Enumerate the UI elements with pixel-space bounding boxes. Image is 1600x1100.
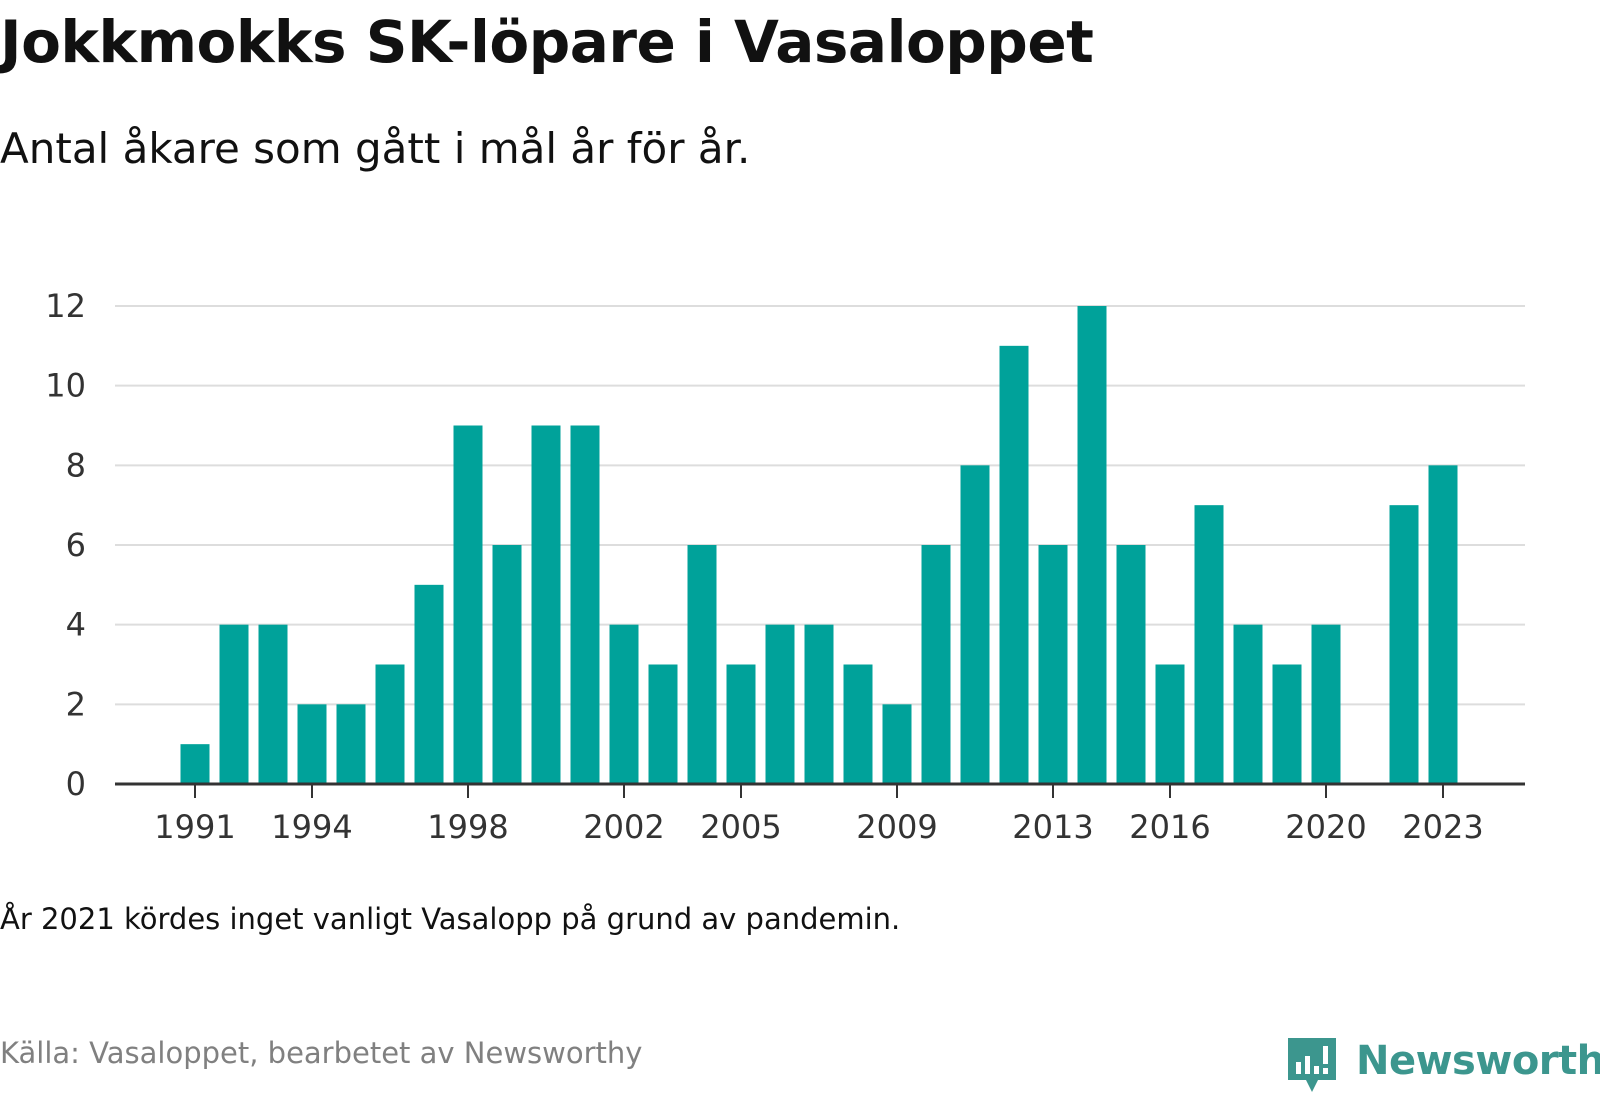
bar-2020[interactable] — [1311, 624, 1341, 784]
x-tick-label: 1998 — [427, 808, 508, 846]
bar-2013[interactable] — [1038, 545, 1068, 784]
bar-1992[interactable] — [219, 624, 249, 784]
bar-2016[interactable] — [1155, 664, 1185, 785]
y-tick-label: 2 — [66, 685, 86, 723]
x-tick-label: 2016 — [1129, 808, 1210, 846]
bar-2002[interactable] — [609, 624, 639, 784]
bar-2001[interactable] — [570, 425, 600, 785]
x-tick-label: 1991 — [154, 808, 235, 846]
x-tick-label: 2002 — [583, 808, 664, 846]
x-tick-label: 2009 — [856, 808, 937, 846]
bar-2014[interactable] — [1077, 306, 1107, 784]
bar-2017[interactable] — [1194, 505, 1224, 784]
bar-2012[interactable] — [999, 345, 1029, 784]
bars — [180, 306, 1458, 785]
bar-1998[interactable] — [453, 425, 483, 785]
brand-name: Newsworthy — [1356, 1038, 1600, 1084]
bar-1993[interactable] — [258, 624, 288, 784]
bar-1994[interactable] — [297, 704, 327, 784]
y-tick-label: 4 — [66, 606, 86, 644]
bar-2003[interactable] — [648, 664, 678, 785]
chart-title: Jokkmokks SK-löpare i Vasaloppet — [0, 8, 1094, 76]
x-tick-label: 1994 — [271, 808, 352, 846]
bar-2004[interactable] — [687, 545, 717, 784]
bar-2000[interactable] — [531, 425, 561, 785]
bar-1995[interactable] — [336, 704, 366, 784]
y-tick-label: 10 — [45, 367, 86, 405]
bar-2023[interactable] — [1428, 465, 1458, 784]
y-tick-label: 6 — [66, 526, 86, 564]
y-tick-label: 8 — [66, 446, 86, 484]
bar-chart: 0 2 4 6 8 10 12 1991 1994 1998 2002 2005 2009 2013 201… — [45, 287, 1525, 846]
axes: 0 2 4 6 8 10 12 1991 1994 1998 2002 2005 2009 2013 201… — [45, 287, 1525, 846]
bar-1996[interactable] — [375, 664, 405, 785]
bar-2007[interactable] — [804, 624, 834, 784]
bar-2006[interactable] — [765, 624, 795, 784]
newsworthy-brand[interactable]: Newsworthy — [1286, 1036, 1600, 1098]
x-tick-label: 2013 — [1012, 808, 1093, 846]
source-text: Källa: Vasaloppet, bearbetet av Newswort… — [0, 1036, 643, 1070]
bar-2008[interactable] — [843, 664, 873, 785]
bar-2019[interactable] — [1272, 664, 1302, 785]
chart-note: År 2021 kördes inget vanligt Vasalopp på… — [0, 902, 901, 936]
bar-2022[interactable] — [1389, 505, 1419, 784]
bar-2010[interactable] — [921, 545, 951, 784]
x-tick-label: 2005 — [700, 808, 781, 846]
y-tick-label: 12 — [45, 287, 86, 325]
x-tick-label: 2023 — [1402, 808, 1483, 846]
bar-1991[interactable] — [180, 744, 210, 784]
bar-2011[interactable] — [960, 465, 990, 784]
bar-1999[interactable] — [492, 545, 522, 784]
bar-1997[interactable] — [414, 584, 444, 784]
y-tick-label: 0 — [66, 765, 86, 803]
bar-2005[interactable] — [726, 664, 756, 785]
bar-2015[interactable] — [1116, 545, 1146, 784]
chart-subtitle: Antal åkare som gått i mål år för år. — [0, 124, 751, 173]
bar-2018[interactable] — [1233, 624, 1263, 784]
x-tick-label: 2020 — [1285, 808, 1366, 846]
bar-2009[interactable] — [882, 704, 912, 784]
newsworthy-logo-icon — [1288, 1038, 1336, 1092]
